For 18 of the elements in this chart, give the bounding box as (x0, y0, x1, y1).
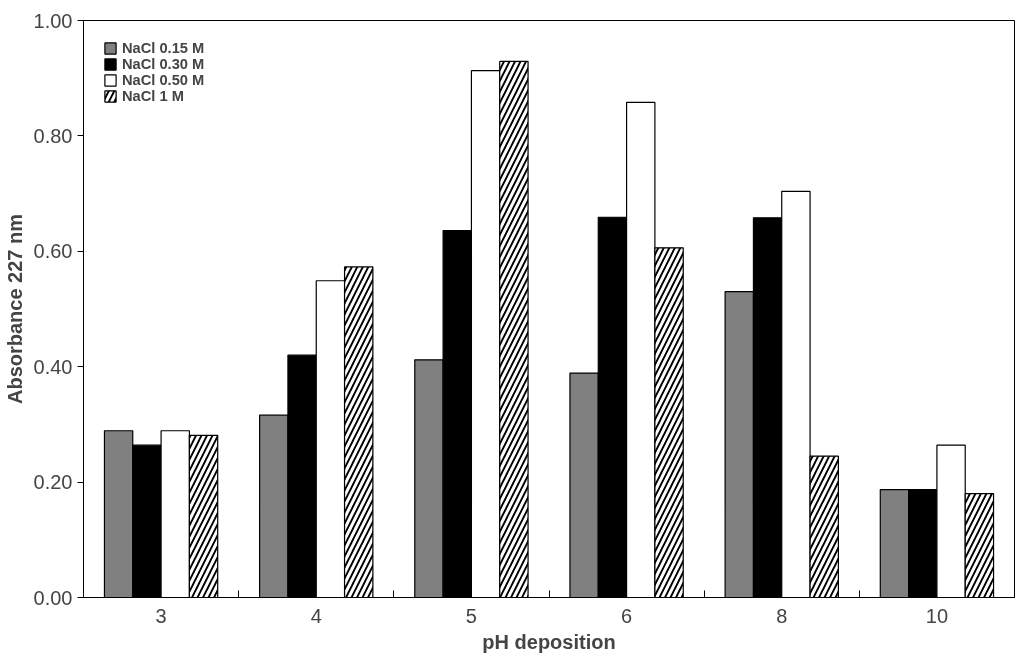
x-tick-label: 5 (465, 604, 477, 627)
x-axis-title: pH deposition (482, 630, 616, 653)
y-tick-label: 1.00 (33, 9, 73, 32)
y-axis-title: Absorbance 227 nm (3, 213, 26, 405)
y-tick-label: 0.80 (33, 124, 73, 147)
x-tick-label: 10 (925, 604, 949, 627)
x-tick-label: 6 (621, 604, 633, 627)
y-tick-label: 0.60 (33, 240, 73, 263)
legend-label: NaCl 0.30 M (122, 56, 205, 72)
y-tick-label: 0.00 (33, 586, 73, 609)
legend-label: NaCl 0.15 M (122, 40, 205, 56)
legend-label: NaCl 1 M (122, 88, 184, 104)
y-tick-label: 0.40 (33, 355, 73, 378)
y-tick-label: 0.20 (33, 471, 73, 494)
x-tick-label: 4 (310, 604, 322, 627)
x-tick-label: 3 (155, 604, 167, 627)
legend-label: NaCl 0.50 M (122, 72, 205, 88)
x-tick-label: 8 (776, 604, 788, 627)
